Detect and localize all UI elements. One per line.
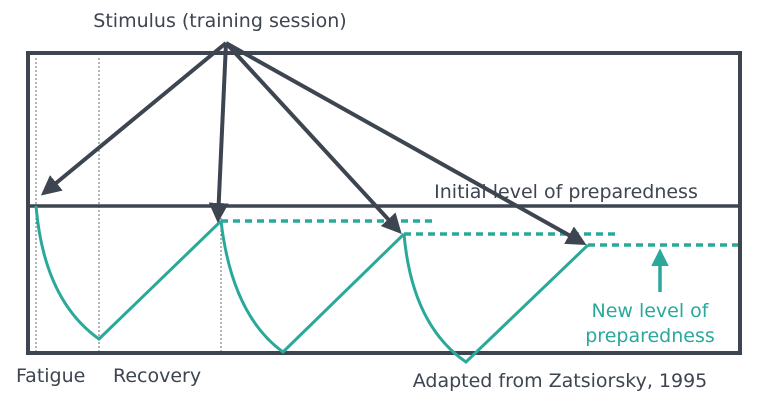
preparedness-curve-2 [219, 220, 406, 354]
stimulus-title: Stimulus (training session) [93, 10, 346, 32]
diagram-frame [26, 51, 742, 355]
fatigue-label: Fatigue [16, 365, 85, 387]
source-citation: Adapted from Zatsiorsky, 1995 [413, 370, 708, 392]
new-level-label-line-1: New level of [591, 300, 709, 322]
new-level-label-line-2: preparedness [585, 325, 715, 347]
stimulus-arrow-1 [40, 41, 228, 196]
preparedness-curve-1 [34, 205, 223, 341]
recovery-label: Recovery [113, 365, 201, 387]
stimulus-arrow-4 [225, 41, 587, 245]
preparedness-curve-3 [402, 233, 590, 364]
stimulus-arrow-3 [224, 41, 402, 234]
baseline-label: Initial level of preparedness [434, 181, 698, 203]
stimulus-arrow-2 [208, 42, 229, 223]
